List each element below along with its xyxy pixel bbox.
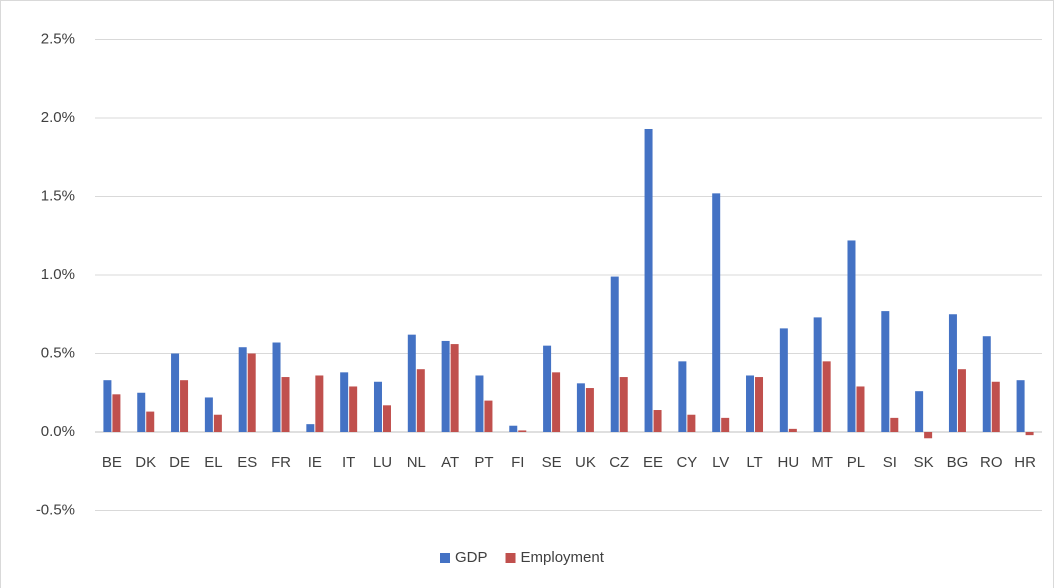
x-tick-label: CY [676, 454, 697, 471]
y-tick-label: -0.5% [36, 501, 75, 518]
bar [856, 386, 865, 432]
bar [272, 342, 281, 432]
x-tick-label: SE [542, 454, 562, 471]
x-tick-label: CZ [609, 454, 629, 471]
bar [450, 344, 459, 432]
x-tick-label: FI [511, 454, 524, 471]
bar [213, 414, 222, 432]
x-tick-label: HR [1014, 454, 1036, 471]
y-tick-label: 0.5% [41, 344, 75, 361]
bar [610, 276, 619, 432]
x-tick-label: SI [883, 454, 897, 471]
bar [475, 375, 484, 432]
x-tick-label: IE [308, 454, 322, 471]
x-tick-label: LU [373, 454, 392, 471]
bar [653, 410, 662, 432]
bar [315, 375, 324, 432]
bar [281, 377, 290, 432]
bar [112, 394, 121, 432]
y-tick-label: 1.0% [41, 266, 75, 283]
bar [644, 128, 653, 433]
bar [881, 311, 890, 432]
x-tick-label: PT [474, 454, 493, 471]
x-tick-label: DE [169, 454, 190, 471]
bar [416, 369, 425, 432]
bar [576, 383, 585, 432]
x-tick-label: PL [847, 454, 865, 471]
bar [204, 397, 213, 432]
x-tick-label: LT [746, 454, 762, 471]
x-tick-label: RO [980, 454, 1003, 471]
bar [678, 361, 687, 432]
bar [915, 391, 924, 432]
legend-label: GDP [455, 549, 488, 566]
bar [687, 414, 696, 432]
bar [948, 314, 957, 432]
x-tick-label: IT [342, 454, 355, 471]
bar [552, 372, 561, 432]
bar [146, 411, 155, 432]
bar [712, 193, 721, 432]
x-tick-label: DK [135, 454, 156, 471]
x-tick-label: NL [407, 454, 426, 471]
bar [813, 317, 822, 432]
bar [137, 392, 146, 432]
y-tick-label: 2.5% [41, 30, 75, 47]
x-tick-label: AT [441, 454, 459, 471]
y-tick-label: 2.0% [41, 109, 75, 126]
bar [509, 425, 518, 432]
bar [103, 380, 112, 432]
x-tick-label: BG [947, 454, 969, 471]
bar [746, 375, 755, 432]
bar [619, 377, 628, 432]
x-tick-label: EL [204, 454, 222, 471]
bar [890, 417, 899, 432]
bar [484, 400, 493, 432]
legend-swatch [440, 553, 450, 563]
bar [373, 381, 382, 432]
x-tick-label: MT [811, 454, 833, 471]
x-tick-label: FR [271, 454, 291, 471]
bar [957, 369, 966, 432]
bar [779, 328, 788, 432]
bar [991, 381, 1000, 432]
x-tick-label: UK [575, 454, 596, 471]
bar [788, 428, 797, 432]
bar [171, 353, 180, 432]
bar [441, 340, 450, 432]
x-tick-label: HU [778, 454, 800, 471]
bar [349, 386, 358, 432]
legend-swatch [505, 553, 516, 563]
bar [247, 353, 256, 432]
y-tick-label: 1.5% [41, 187, 75, 204]
legend-label: Employment [521, 549, 605, 566]
bar [755, 377, 764, 432]
bar [982, 336, 991, 432]
bar [306, 424, 315, 432]
bar [407, 334, 416, 432]
bar [1016, 380, 1025, 432]
bar [847, 240, 856, 432]
bar [382, 405, 391, 432]
bar [518, 430, 527, 432]
x-tick-label: BE [102, 454, 122, 471]
bar [721, 417, 730, 432]
bar [180, 380, 189, 432]
y-tick-label: 0.0% [41, 423, 75, 440]
x-tick-label: SK [914, 454, 934, 471]
bar [340, 372, 349, 432]
x-tick-label: EE [643, 454, 663, 471]
x-tick-label: ES [237, 454, 257, 471]
bar [924, 432, 933, 439]
bar [585, 388, 594, 432]
bar [543, 345, 552, 432]
bar [238, 347, 247, 432]
bar [1025, 432, 1034, 436]
bar [822, 361, 831, 432]
x-tick-label: LV [712, 454, 729, 471]
